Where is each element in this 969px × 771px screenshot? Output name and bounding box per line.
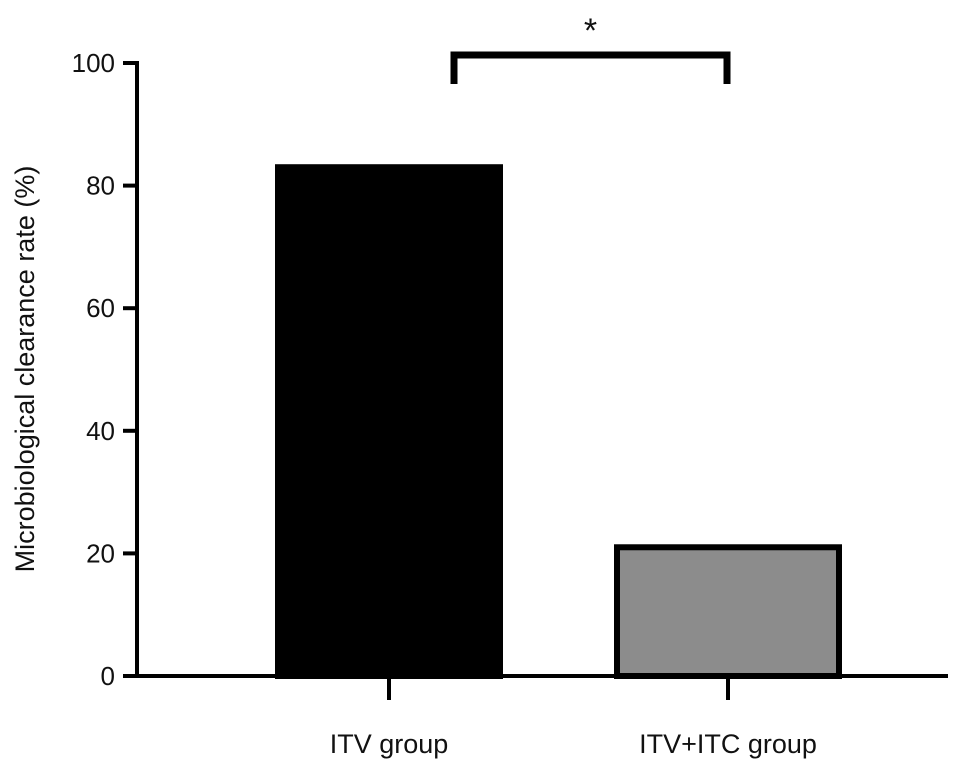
y-tick-label: 20 xyxy=(86,538,115,568)
y-tick-label: 40 xyxy=(86,416,115,446)
bar xyxy=(275,164,503,680)
bars xyxy=(275,164,842,680)
significance-label: * xyxy=(584,12,597,50)
y-tick-label: 60 xyxy=(86,293,115,323)
annotations: * xyxy=(450,12,731,84)
x-tick-label: ITV+ITC group xyxy=(639,729,817,759)
significance-bracket xyxy=(450,51,731,84)
y-tick-label: 80 xyxy=(86,171,115,201)
x-tick-label: ITV group xyxy=(330,729,449,759)
x-axis: ITV group ITV+ITC group xyxy=(137,674,948,759)
bar xyxy=(614,544,842,680)
y-tick-label: 100 xyxy=(72,48,115,78)
y-axis-title: Microbiological clearance rate (%) xyxy=(10,166,40,573)
y-axis: 0 20 40 60 80 100 xyxy=(72,48,139,691)
y-tick-label: 0 xyxy=(101,661,115,691)
